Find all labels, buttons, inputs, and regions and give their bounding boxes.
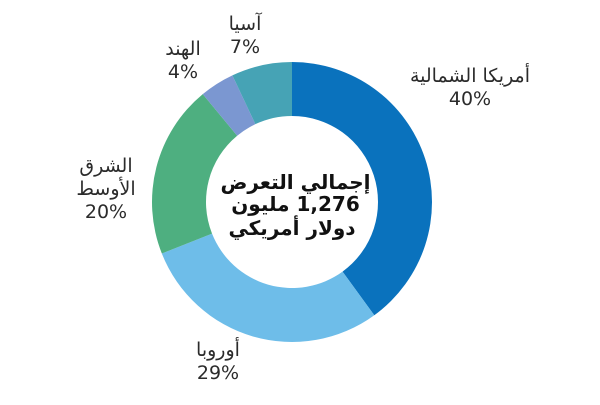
donut-slices	[152, 62, 433, 342]
center-line-2: 1,276 مليون	[231, 192, 360, 216]
slice-percent: 7%	[230, 36, 260, 58]
slice-1	[161, 233, 375, 342]
slice-3	[202, 75, 256, 136]
slice-name-line: أوروبا	[196, 337, 240, 361]
center-line-3: دولار أمريكي	[228, 214, 355, 241]
slice-name-line: الهند	[165, 38, 201, 60]
slice-name-line: أمريكا الشمالية	[410, 63, 530, 87]
slice-name-line: آسيا	[229, 11, 262, 35]
slice-4	[232, 62, 292, 125]
slice-name-line: الشرق	[79, 155, 132, 177]
slice-label-0: أمريكا الشمالية 40%	[410, 63, 530, 110]
slice-label-3: الهند 4%	[165, 38, 201, 83]
slice-2	[152, 94, 238, 254]
slice-0	[292, 62, 433, 316]
slice-label-2: الشرق الأوسط 20%	[76, 155, 135, 223]
slice-labels: أمريكا الشمالية 40% أوروبا 29% الشرق الأوسط 20…	[76, 11, 530, 384]
slice-percent: 20%	[85, 201, 127, 223]
slice-label-1: أوروبا 29%	[196, 337, 240, 384]
slice-name-line: الأوسط	[76, 177, 135, 200]
slice-percent: 4%	[168, 61, 198, 83]
slice-label-4: آسيا 7%	[229, 11, 262, 58]
slice-percent: 29%	[197, 362, 239, 384]
center-total-label: إجمالي التعرض 1,276 مليون دولار أمريكي	[213, 170, 370, 241]
center-line-1: إجمالي التعرض	[220, 170, 370, 195]
slice-percent: 40%	[449, 88, 491, 110]
